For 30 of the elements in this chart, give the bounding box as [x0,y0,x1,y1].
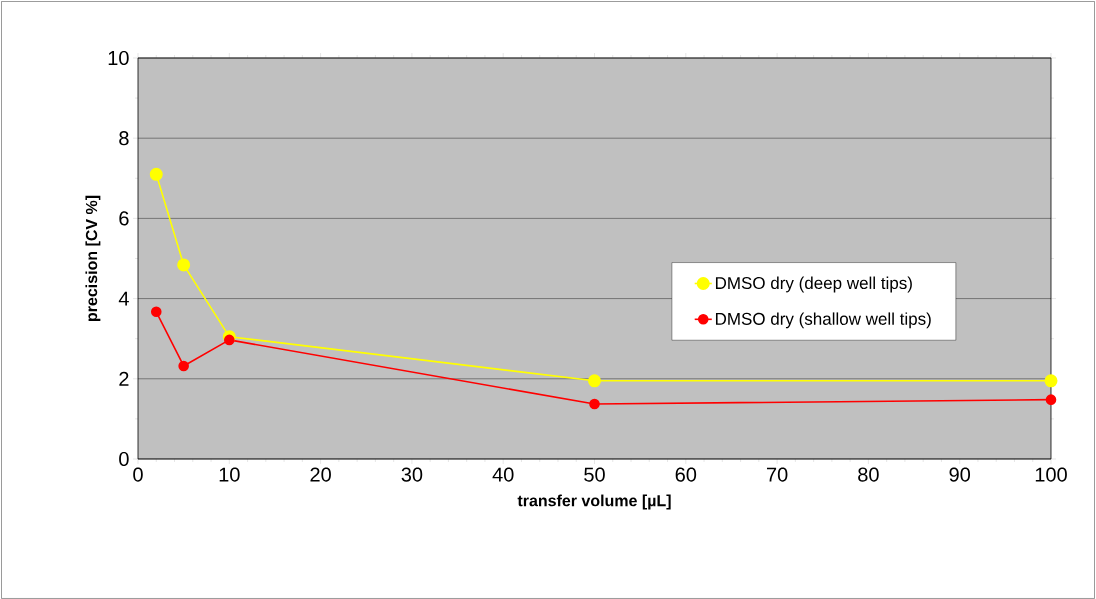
y-tick-label: 6 [119,211,129,226]
point [1045,394,1057,405]
x-tick-label: 50 [584,467,605,482]
point [1044,374,1058,388]
point [150,306,162,318]
y-axis-title: precision [CV %] [85,195,101,321]
y-tick-label: 8 [119,131,129,146]
y-tick-label: 10 [108,50,129,66]
legend-label: DMSO dry (shallow well tips) [715,312,931,329]
point [177,258,191,272]
x-axis-title: transfer volume [µL] [517,494,671,510]
point [149,167,163,181]
x-tick-label: 90 [949,467,971,482]
x-tick-label: 80 [858,467,879,482]
x-tick-label: 70 [767,467,788,482]
y-tick-label: 0 [119,451,129,467]
legend-label: DMSO dry (deep well tips) [715,276,912,293]
x-tick-label: 60 [675,467,697,482]
x-tick-label: 100 [1035,467,1067,482]
x-tick-label: 30 [401,467,423,482]
x-tick-label: 10 [219,467,240,482]
point [589,398,600,410]
x-tick-label: 0 [133,467,143,482]
point [178,360,189,372]
point [588,374,601,388]
y-tick-label: 4 [118,291,129,306]
y-tick-label: 2 [119,371,129,386]
point [224,334,235,346]
x-tick-label: 40 [492,467,514,482]
x-tick-label: 20 [310,467,331,482]
